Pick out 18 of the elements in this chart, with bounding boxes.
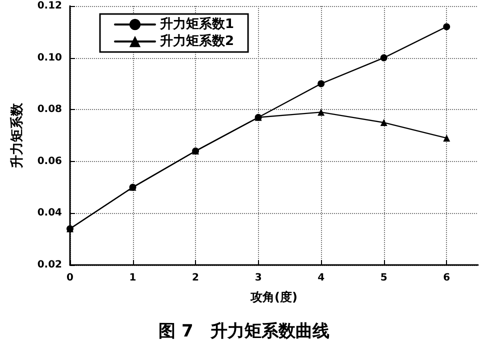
x-tick-label: 6 [443, 272, 450, 284]
y-tick-label: 0.12 [37, 0, 62, 12]
x-tick-label: 0 [66, 272, 74, 284]
y-tick-label: 0.04 [37, 208, 62, 219]
x-tick-label: 4 [318, 272, 325, 284]
x-tick-label: 3 [254, 272, 262, 284]
legend-label: 升力矩系数1 [159, 16, 234, 32]
y-axis-title: 升力矩系数 [9, 102, 25, 169]
legend-label: 升力矩系数2 [159, 33, 234, 49]
y-tick-label: 0.10 [37, 52, 62, 64]
x-tick-label: 5 [380, 272, 388, 284]
x-axis-title: 攻角(度) [250, 290, 298, 304]
y-tick-label: 0.06 [37, 156, 62, 167]
y-tick-label: 0.02 [37, 260, 62, 270]
x-tick-label: 2 [192, 272, 200, 284]
text: 图 7 升力矩系数曲线 [158, 322, 330, 342]
y-tick-label: 0.08 [37, 104, 62, 116]
x-tick-label: 1 [129, 272, 136, 284]
